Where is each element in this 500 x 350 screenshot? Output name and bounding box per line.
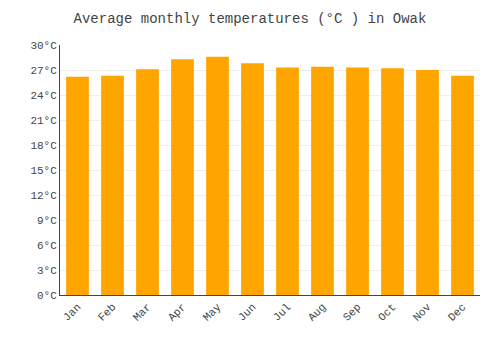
svg-text:15°C: 15°C [30,165,57,177]
svg-text:Dec: Dec [446,301,468,323]
svg-text:12°C: 12°C [30,190,57,202]
svg-text:Nov: Nov [411,301,434,324]
svg-text:24°C: 24°C [30,90,57,102]
svg-text:Jun: Jun [236,301,258,323]
svg-text:Apr: Apr [166,301,188,323]
svg-text:18°C: 18°C [30,140,57,152]
svg-text:Jul: Jul [271,301,293,323]
svg-text:Mar: Mar [131,301,153,323]
svg-text:Oct: Oct [376,301,398,323]
svg-text:Sep: Sep [341,301,363,323]
svg-text:21°C: 21°C [30,115,57,127]
svg-text:9°C: 9°C [37,215,57,227]
svg-text:Average monthly temperatures (: Average monthly temperatures (°C ) in Ow… [74,11,427,27]
svg-text:6°C: 6°C [37,240,57,252]
svg-text:May: May [201,301,224,324]
svg-text:30°C: 30°C [30,40,57,52]
svg-text:27°C: 27°C [30,65,57,77]
svg-text:0°C: 0°C [37,290,57,302]
svg-text:Feb: Feb [96,301,118,323]
svg-text:3°C: 3°C [37,265,57,277]
svg-text:Jan: Jan [61,301,83,323]
svg-text:Aug: Aug [306,301,328,323]
